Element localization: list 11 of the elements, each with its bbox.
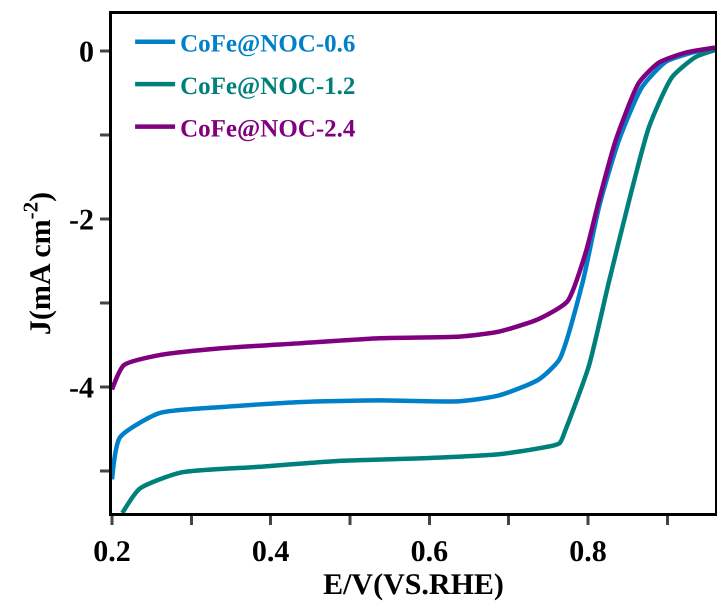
y-tick-label: -4 — [69, 371, 94, 404]
x-axis-title: E/V(VS.RHE) — [323, 568, 504, 601]
legend-label: CoFe@NOC-2.4 — [180, 115, 356, 142]
x-tick-label: 0.6 — [410, 535, 448, 568]
y-tick-label: -2 — [69, 203, 94, 236]
x-tick-label: 0.2 — [93, 535, 131, 568]
legend-label: CoFe@NOC-0.6 — [180, 30, 356, 58]
x-tick-label: 0.8 — [569, 535, 607, 568]
x-tick-label: 0.4 — [252, 535, 290, 568]
y-tick-label: 0 — [79, 35, 94, 68]
legend-label: CoFe@NOC-1.2 — [180, 72, 356, 100]
